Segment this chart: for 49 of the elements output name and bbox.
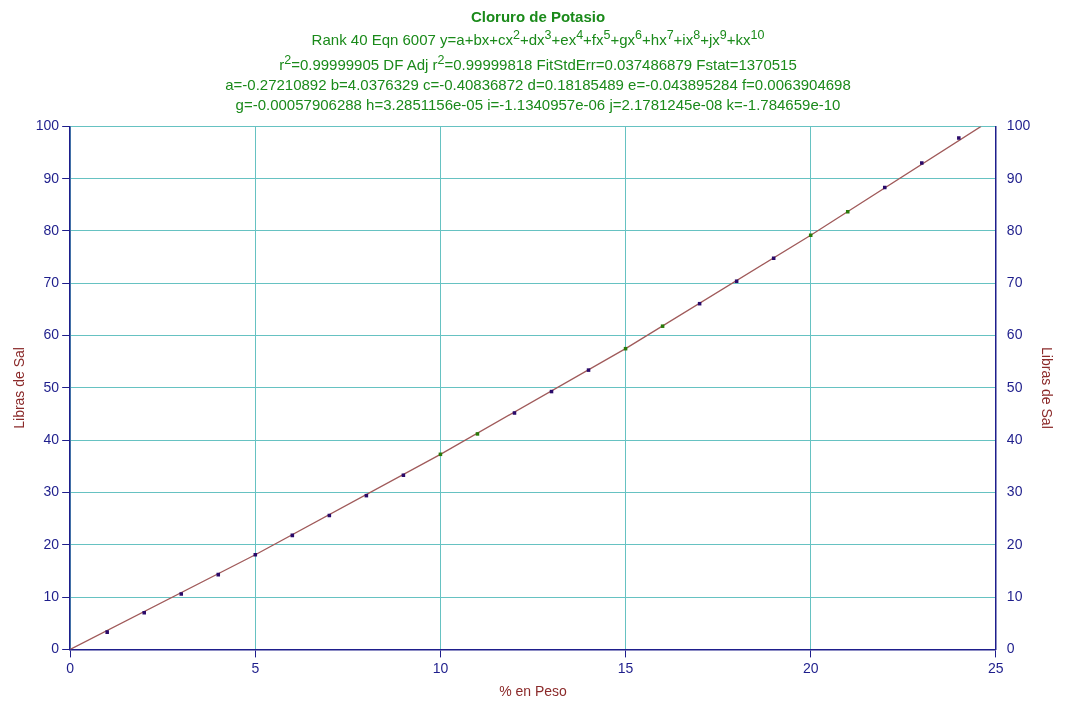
point (253, 552, 258, 557)
point (734, 279, 739, 283)
point (475, 432, 480, 436)
y2-tick-label: 40 (1006, 431, 1023, 448)
point (660, 324, 665, 328)
point (771, 256, 776, 260)
x-tick-label: 25 (988, 659, 1004, 676)
x-tick-label: 15 (617, 659, 634, 676)
x-tick-label: 10 (432, 659, 449, 676)
point (808, 233, 813, 237)
y2-tick-label: 100 (1006, 117, 1031, 134)
y-tick-label: 60 (43, 326, 60, 343)
point (957, 136, 961, 140)
point (882, 185, 887, 190)
point (401, 473, 406, 478)
y2-tick-label: 60 (1006, 326, 1023, 343)
point (920, 161, 924, 165)
y-tick-label: 100 (35, 117, 60, 134)
y-tick-label: 0 (51, 640, 60, 657)
y-tick-label: 80 (43, 221, 60, 238)
y-tick-label: 40 (43, 431, 60, 448)
y2-tick-label: 80 (1006, 221, 1023, 238)
y2-tick-label: 0 (1006, 640, 1015, 657)
x-tick-label: 0 (66, 659, 75, 676)
y-tick-label: 50 (43, 378, 60, 395)
y-tick-label: 90 (43, 169, 60, 186)
y2-tick-label: 10 (1006, 587, 1023, 604)
y2-tick-label: 70 (1006, 274, 1023, 291)
point (179, 592, 184, 596)
y-axis-title: Libras de Sal (11, 347, 28, 429)
y-tick-label: 10 (43, 587, 60, 604)
y2-tick-label: 30 (1006, 483, 1023, 500)
point (586, 368, 591, 372)
point (845, 209, 850, 214)
chart-title: Cloruro de Potasio (469, 8, 607, 25)
y2-axis-title: Libras de Sal (1038, 347, 1055, 429)
x-tick-label: 5 (251, 659, 260, 676)
y2-tick-label: 90 (1006, 169, 1023, 186)
y2-tick-label: 20 (1006, 535, 1023, 552)
y-tick-label: 20 (43, 535, 60, 552)
x-tick-label: 20 (802, 659, 819, 676)
point (512, 411, 517, 415)
x-axis-title: % en Peso (499, 683, 568, 700)
y-tick-label: 30 (43, 483, 60, 500)
point (142, 611, 146, 615)
point (105, 630, 109, 634)
text: Rank 40 Eqn 6007 y=a+bx+cx$^{2}$+dx$^{3}$+ex$^{4}$+fx$^{5}$+gx$^{6}$+hx$^{7}$+ix$^{8}$+jx$^{9}$+kx$^{10}$ r$^{2}$=0.99999905 DF Adj r$^{2}$=0.99999818 FitStdErr=0.037486879 Fstat=1370515 a=-0.27210892 b=4.0376329 c=-0.40836872 d=0.18185489 e=-0.043895284 f=0.0063904698 g=-0.00057906288 h=3.2851156e-05 i=-1.1340957e-06 j=2.1781245e-08 k=-1.784659e-10 (225, 28, 851, 113)
y2-tick-label: 50 (1006, 378, 1023, 395)
y-tick-label: 70 (43, 274, 60, 291)
